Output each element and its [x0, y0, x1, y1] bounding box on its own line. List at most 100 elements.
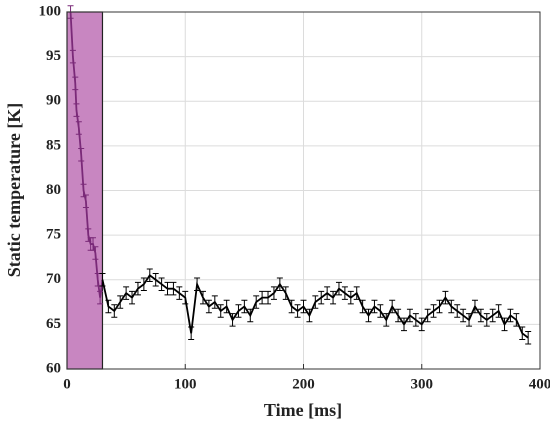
error-bar	[330, 290, 337, 305]
error-bar	[270, 286, 277, 300]
x-tick-label: 200	[292, 376, 315, 392]
error-bar	[241, 299, 248, 314]
error-bar	[436, 299, 443, 314]
y-tick-label: 90	[46, 93, 61, 109]
error-bar	[217, 304, 224, 318]
error-bar	[211, 295, 218, 309]
error-bar	[430, 304, 437, 318]
y-tick-label: 60	[46, 360, 61, 376]
error-bar	[199, 290, 206, 305]
error-bar	[525, 331, 532, 345]
error-bar	[312, 295, 319, 309]
error-bar	[460, 308, 467, 323]
error-bar	[282, 286, 289, 300]
error-bar	[265, 290, 272, 305]
error-bar	[395, 308, 402, 323]
y-tick-label: 65	[46, 316, 61, 332]
error-bar	[105, 299, 112, 314]
error-bar	[489, 308, 496, 323]
error-bar	[371, 299, 378, 314]
y-tick-label: 70	[46, 271, 61, 287]
x-tick-label: 100	[174, 376, 197, 392]
error-bar	[347, 290, 354, 305]
error-bar	[406, 308, 413, 323]
y-tick-label: 80	[46, 182, 61, 198]
error-bar	[82, 194, 89, 208]
error-bar	[507, 308, 514, 323]
error-bar	[495, 304, 502, 318]
error-bar	[276, 277, 283, 291]
error-bar	[288, 299, 295, 314]
error-bar	[471, 299, 478, 314]
error-bar	[78, 148, 85, 162]
error-bar	[146, 268, 153, 283]
error-bar	[247, 308, 254, 323]
error-bar	[466, 313, 473, 327]
x-tick-label: 300	[411, 376, 434, 392]
error-bar	[424, 308, 431, 323]
error-bar	[69, 49, 76, 64]
error-bar	[418, 317, 425, 332]
error-bar	[519, 326, 526, 341]
error-bar	[353, 286, 360, 300]
plot-frame	[66, 11, 541, 370]
y-tick-label: 85	[46, 137, 61, 153]
error-bar	[223, 299, 230, 314]
error-bar	[75, 121, 82, 135]
y-tick-label: 95	[46, 48, 61, 64]
error-bar	[412, 313, 419, 327]
error-bar	[182, 290, 189, 305]
error-bar	[164, 281, 171, 296]
error-bar	[111, 304, 118, 318]
error-bar	[401, 317, 408, 332]
error-bar	[259, 290, 266, 305]
error-bar	[448, 299, 455, 314]
error-bar	[92, 246, 99, 260]
error-bar	[140, 277, 147, 291]
error-bar	[300, 299, 307, 314]
error-bar	[205, 299, 212, 314]
error-bar	[513, 313, 520, 327]
error-bar	[477, 308, 484, 323]
error-bar	[383, 313, 390, 327]
x-axis-label: Time [ms]	[264, 400, 342, 420]
error-bar	[389, 299, 396, 314]
error-bar	[442, 290, 449, 305]
error-bar	[454, 304, 461, 318]
error-bar	[97, 290, 104, 305]
error-bar	[359, 299, 366, 314]
error-bar	[318, 290, 325, 305]
x-tick-label: 400	[529, 376, 550, 392]
error-bar	[501, 317, 508, 332]
error-bar	[134, 281, 141, 296]
error-bar	[152, 273, 159, 287]
error-bar	[170, 281, 177, 296]
shaded-region	[66, 11, 104, 370]
y-tick-label: 100	[39, 3, 62, 19]
error-bar	[72, 76, 79, 91]
error-bar	[99, 273, 106, 287]
error-bar	[324, 286, 331, 300]
error-bar	[235, 304, 242, 318]
error-bar	[341, 286, 348, 300]
error-bar	[335, 281, 342, 296]
error-bar	[229, 313, 236, 327]
error-bar	[253, 295, 260, 309]
error-bar	[365, 308, 372, 323]
error-bar	[129, 290, 136, 305]
x-tick-label: 0	[63, 376, 71, 392]
error-bar	[117, 295, 124, 309]
error-bar	[158, 277, 165, 291]
error-bar	[377, 304, 384, 318]
y-tick-label: 75	[46, 227, 61, 243]
error-bar	[483, 313, 490, 327]
y-axis-label: Static temperature [K]	[4, 103, 24, 278]
error-bar	[294, 304, 301, 318]
error-bar	[306, 308, 313, 323]
error-bar	[176, 286, 183, 300]
error-bar	[188, 326, 195, 341]
error-bar	[123, 286, 130, 300]
error-bar	[73, 103, 80, 117]
error-bar	[194, 277, 201, 291]
